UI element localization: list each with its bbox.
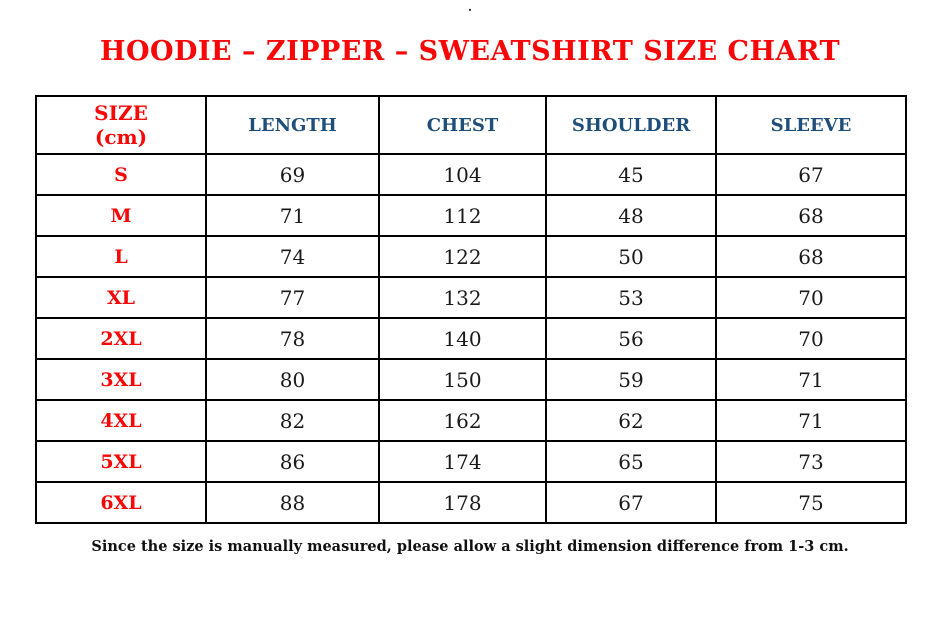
size-label: 3XL <box>35 358 207 401</box>
size-label: 6XL <box>35 481 207 524</box>
size-label: L <box>35 235 207 278</box>
length-value: 77 <box>205 276 380 319</box>
header-sleeve: SLEEVE <box>715 95 907 155</box>
page-title: HOODIE – ZIPPER – SWEATSHIRT SIZE CHART <box>99 36 841 67</box>
table-row: 4XL 82 162 62 71 <box>35 399 907 442</box>
table-row: 5XL 86 174 65 73 <box>35 440 907 483</box>
shoulder-value: 65 <box>545 440 717 483</box>
table-row: 6XL 88 178 67 75 <box>35 481 907 524</box>
size-label: S <box>35 153 207 196</box>
sleeve-value: 71 <box>715 358 907 401</box>
chest-value: 122 <box>378 235 547 278</box>
length-value: 78 <box>205 317 380 360</box>
shoulder-value: 53 <box>545 276 717 319</box>
shoulder-value: 59 <box>545 358 717 401</box>
sleeve-value: 73 <box>715 440 907 483</box>
table-row: S 69 104 45 67 <box>35 153 907 196</box>
chest-value: 162 <box>378 399 547 442</box>
table-row: 3XL 80 150 59 71 <box>35 358 907 401</box>
length-value: 80 <box>205 358 380 401</box>
header-chest: CHEST <box>378 95 547 155</box>
table-row: 2XL 78 140 56 70 <box>35 317 907 360</box>
sleeve-value: 70 <box>715 317 907 360</box>
size-label: 2XL <box>35 317 207 360</box>
sleeve-value: 71 <box>715 399 907 442</box>
length-value: 71 <box>205 194 380 237</box>
length-value: 82 <box>205 399 380 442</box>
shoulder-value: 50 <box>545 235 717 278</box>
chest-value: 140 <box>378 317 547 360</box>
sleeve-value: 70 <box>715 276 907 319</box>
chest-value: 112 <box>378 194 547 237</box>
shoulder-value: 48 <box>545 194 717 237</box>
chest-value: 178 <box>378 481 547 524</box>
size-chart-table: SIZE (cm) LENGTH CHEST SHOULDER SLEEVE S… <box>35 95 907 524</box>
length-value: 69 <box>205 153 380 196</box>
shoulder-value: 62 <box>545 399 717 442</box>
chest-value: 104 <box>378 153 547 196</box>
header-length: LENGTH <box>205 95 380 155</box>
sleeve-value: 68 <box>715 194 907 237</box>
shoulder-value: 45 <box>545 153 717 196</box>
header-size-unit: (cm) <box>94 125 148 149</box>
table-row: L 74 122 50 68 <box>35 235 907 278</box>
size-label: 4XL <box>35 399 207 442</box>
size-label: XL <box>35 276 207 319</box>
table-header-row: SIZE (cm) LENGTH CHEST SHOULDER SLEEVE <box>35 95 907 155</box>
size-label: M <box>35 194 207 237</box>
length-value: 74 <box>205 235 380 278</box>
sleeve-value: 68 <box>715 235 907 278</box>
length-value: 86 <box>205 440 380 483</box>
header-size-cm: SIZE (cm) <box>35 95 207 155</box>
chest-value: 132 <box>378 276 547 319</box>
chest-value: 174 <box>378 440 547 483</box>
stray-period-mark: . <box>467 0 473 14</box>
header-shoulder: SHOULDER <box>545 95 717 155</box>
sleeve-value: 67 <box>715 153 907 196</box>
measurement-disclaimer: Since the size is manually measured, ple… <box>91 538 849 555</box>
sleeve-value: 75 <box>715 481 907 524</box>
shoulder-value: 67 <box>545 481 717 524</box>
table-row: XL 77 132 53 70 <box>35 276 907 319</box>
size-chart-table-container: SIZE (cm) LENGTH CHEST SHOULDER SLEEVE S… <box>35 95 907 524</box>
table-row: M 71 112 48 68 <box>35 194 907 237</box>
length-value: 88 <box>205 481 380 524</box>
chest-value: 150 <box>378 358 547 401</box>
header-size-label: SIZE <box>94 101 148 125</box>
shoulder-value: 56 <box>545 317 717 360</box>
size-label: 5XL <box>35 440 207 483</box>
